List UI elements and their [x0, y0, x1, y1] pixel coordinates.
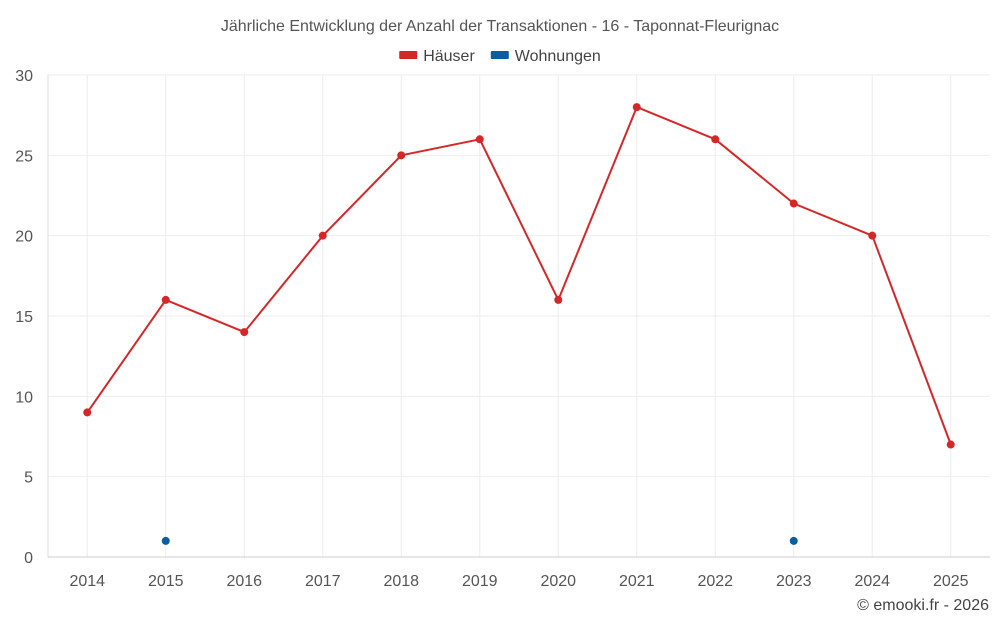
x-axis-ticks: 2014 2015 2016 2017 2018 2019 2020 2021 2022 2023… [69, 573, 968, 590]
legend-label: Wohnungen [515, 48, 601, 65]
data-point[interactable] [946, 440, 955, 449]
legend-swatch [490, 51, 509, 59]
data-point[interactable] [161, 295, 170, 304]
legend-item[interactable]: Wohnungen [490, 48, 601, 65]
legend-item[interactable]: Häuser [399, 48, 475, 65]
series-layer [83, 103, 955, 545]
series-1 [161, 536, 798, 545]
data-point[interactable] [789, 199, 798, 208]
x-tick-label: 2019 [462, 573, 498, 590]
chart-title: Jährliche Entwicklung der Anzahl der Tra… [221, 18, 779, 35]
y-tick-label: 30 [15, 68, 33, 85]
data-point[interactable] [632, 103, 641, 112]
x-tick-label: 2017 [305, 573, 341, 590]
data-point[interactable] [789, 536, 798, 545]
x-tick-label: 2018 [383, 573, 419, 590]
x-tick-label: 2022 [697, 573, 733, 590]
x-tick-label: 2014 [69, 573, 105, 590]
y-tick-label: 10 [15, 389, 33, 406]
y-tick-label: 0 [24, 550, 33, 567]
x-tick-label: 2024 [854, 573, 890, 590]
legend-swatch [399, 51, 418, 59]
data-point[interactable] [711, 135, 720, 144]
data-point[interactable] [475, 135, 484, 144]
legend: Häuser Wohnungen [399, 48, 601, 65]
x-tick-label: 2023 [776, 573, 812, 590]
credit-text: © emooki.fr - 2026 [857, 597, 989, 614]
data-point[interactable] [397, 151, 406, 160]
data-point[interactable] [161, 536, 170, 545]
x-tick-label: 2020 [540, 573, 576, 590]
grid [47, 74, 990, 558]
y-tick-label: 15 [15, 309, 33, 326]
legend-label: Häuser [423, 48, 475, 65]
y-tick-label: 5 [24, 470, 33, 487]
y-axis-ticks: 0 5 10 15 20 25 30 [15, 68, 33, 567]
data-point[interactable] [318, 231, 327, 240]
y-tick-label: 25 [15, 148, 33, 165]
data-point[interactable] [240, 328, 249, 337]
x-tick-label: 2025 [933, 573, 969, 590]
data-point[interactable] [868, 231, 877, 240]
x-tick-label: 2015 [148, 573, 184, 590]
y-tick-label: 20 [15, 229, 33, 246]
x-tick-label: 2016 [226, 573, 262, 590]
x-tick-label: 2021 [619, 573, 655, 590]
series-line [86, 106, 952, 445]
data-point[interactable] [554, 295, 563, 304]
data-point[interactable] [83, 408, 92, 417]
series-0 [83, 103, 955, 449]
